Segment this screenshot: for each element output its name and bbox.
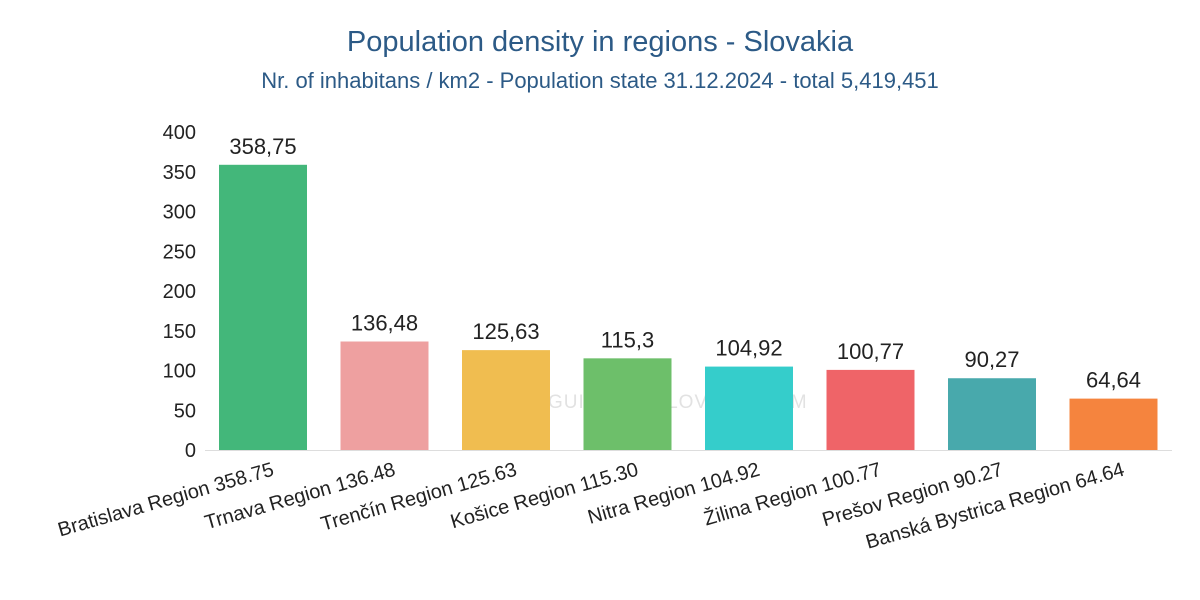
y-tick-label: 100 (163, 361, 196, 383)
bar (583, 358, 672, 450)
y-tick-label: 250 (163, 241, 196, 263)
chart-subtitle: Nr. of inhabitans / km2 - Population sta… (261, 68, 939, 93)
bar (705, 366, 793, 450)
bar (948, 378, 1036, 450)
bar (462, 350, 550, 450)
y-tick-label: 150 (163, 321, 196, 343)
y-tick-label: 0 (185, 440, 196, 462)
y-tick-label: 300 (163, 202, 196, 224)
data-label: 136,48 (351, 310, 418, 335)
bar (1069, 398, 1158, 450)
category-label: Bratislava Region 358.75 (55, 459, 276, 542)
y-tick-label: 50 (174, 400, 196, 422)
chart-title: Population density in regions - Slovakia (346, 26, 854, 58)
data-label: 358,75 (229, 134, 296, 159)
data-label: 90,27 (964, 347, 1019, 372)
data-label: 115,3 (601, 327, 654, 352)
bar (219, 164, 307, 450)
y-tick-label: 400 (163, 122, 196, 144)
bar (826, 369, 915, 450)
y-tick-label: 350 (163, 162, 196, 184)
y-tick-label: 200 (163, 281, 196, 303)
bar (340, 341, 429, 450)
data-label: 104,92 (715, 336, 782, 361)
data-label: 125,63 (472, 319, 539, 344)
data-label: 64,64 (1086, 368, 1141, 393)
data-label: 100,77 (837, 339, 904, 364)
